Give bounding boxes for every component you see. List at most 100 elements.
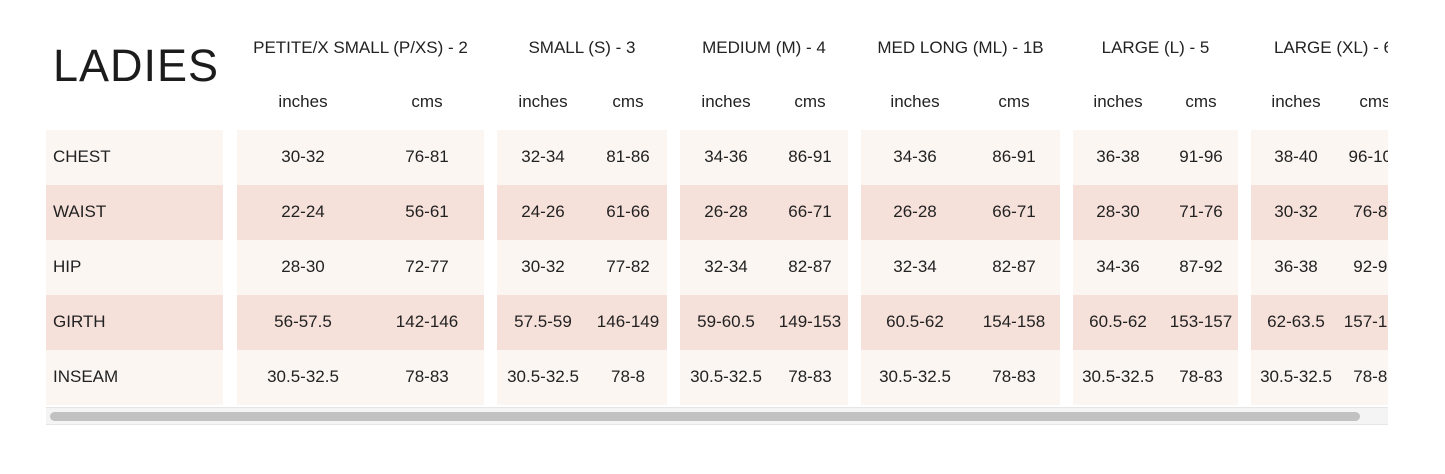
measurement-cell: 87-92 bbox=[1179, 257, 1223, 276]
table-row: 30.5-32.5 78-8 bbox=[497, 350, 667, 405]
measurement-cell: 28-30 bbox=[1096, 202, 1140, 221]
row-label: HIP bbox=[53, 257, 82, 276]
unit-header: cms bbox=[411, 92, 443, 111]
size-group: MEDIUM (M) - 4 inches cms 34-36 86-91 26-28 66… bbox=[680, 0, 848, 474]
table-row: 26-28 66-71 bbox=[680, 185, 848, 240]
table-row: 30.5-32.5 78-83 bbox=[1251, 350, 1388, 405]
measurement-cell: 81-86 bbox=[606, 147, 650, 166]
horizontal-scrollbar[interactable] bbox=[46, 407, 1388, 425]
unit-header: cms bbox=[794, 92, 826, 111]
measurement-cell: 36-38 bbox=[1096, 147, 1140, 166]
measurement-cell: 30-32 bbox=[1274, 202, 1318, 221]
measurement-cell: 22-24 bbox=[281, 202, 325, 221]
unit-header: cms bbox=[1185, 92, 1217, 111]
measurement-cell: 32-34 bbox=[704, 257, 748, 276]
unit-header: inches bbox=[1271, 92, 1321, 111]
scrollbar-thumb[interactable] bbox=[50, 412, 1360, 421]
table-row: 30.5-32.5 78-83 bbox=[680, 350, 848, 405]
measurement-cell: 82-87 bbox=[788, 257, 832, 276]
measurement-cell: 61-66 bbox=[606, 202, 650, 221]
unit-header: cms bbox=[1359, 92, 1388, 111]
measurement-cell: 82-87 bbox=[992, 257, 1036, 276]
size-group: LARGE (XL) - 6 inches cms 38-40 96-101 30-32 7… bbox=[1251, 0, 1388, 474]
label-column: CHEST WAIST HIP GIRTH INSEAM bbox=[46, 0, 223, 474]
table-row: 30.5-32.5 78-83 bbox=[861, 350, 1060, 405]
measurement-cell: 78-83 bbox=[1353, 367, 1388, 386]
table-row: CHEST bbox=[46, 130, 223, 185]
measurement-cell: 30.5-32.5 bbox=[1082, 367, 1154, 386]
measurement-cell: 32-34 bbox=[521, 147, 565, 166]
measurement-cell: 78-83 bbox=[405, 367, 449, 386]
table-row: 60.5-62 153-157 bbox=[1073, 295, 1238, 350]
table-row: 56-57.5 142-146 bbox=[237, 295, 484, 350]
measurement-cell: 26-28 bbox=[704, 202, 748, 221]
table-row: WAIST bbox=[46, 185, 223, 240]
table-row: 30.5-32.5 78-83 bbox=[237, 350, 484, 405]
measurement-cell: 92-97 bbox=[1353, 257, 1388, 276]
table-row: 57.5-59 146-149 bbox=[497, 295, 667, 350]
measurement-cell: 142-146 bbox=[395, 312, 459, 331]
table-row: 38-40 96-101 bbox=[1251, 130, 1388, 185]
measurement-cell: 57.5-59 bbox=[514, 312, 572, 331]
size-heading: MED LONG (ML) - 1B bbox=[877, 38, 1044, 57]
measurement-cell: 146-149 bbox=[596, 312, 660, 331]
measurement-cell: 30.5-32.5 bbox=[879, 367, 951, 386]
measurement-cell: 86-91 bbox=[992, 147, 1036, 166]
size-heading: LARGE (L) - 5 bbox=[1101, 38, 1210, 57]
table-row: 36-38 92-97 bbox=[1251, 240, 1388, 295]
table-row: 22-24 56-61 bbox=[237, 185, 484, 240]
unit-header: cms bbox=[612, 92, 644, 111]
measurement-cell: 38-40 bbox=[1274, 147, 1318, 166]
measurement-cell: 78-83 bbox=[992, 367, 1036, 386]
measurement-cell: 76-81 bbox=[1353, 202, 1388, 221]
unit-header: inches bbox=[701, 92, 751, 111]
measurement-cell: 59-60.5 bbox=[697, 312, 755, 331]
unit-header: inches bbox=[1093, 92, 1143, 111]
measurement-cell: 72-77 bbox=[405, 257, 449, 276]
measurement-cell: 154-158 bbox=[982, 312, 1046, 331]
measurement-cell: 78-83 bbox=[788, 367, 832, 386]
table-row: 34-36 86-91 bbox=[680, 130, 848, 185]
size-heading: MEDIUM (M) - 4 bbox=[702, 38, 826, 57]
measurement-cell: 26-28 bbox=[893, 202, 937, 221]
measurement-cell: 34-36 bbox=[704, 147, 748, 166]
table-row: 34-36 87-92 bbox=[1073, 240, 1238, 295]
row-label: CHEST bbox=[53, 147, 111, 166]
row-label: WAIST bbox=[53, 202, 107, 221]
measurement-cell: 60.5-62 bbox=[886, 312, 944, 331]
size-heading: LARGE (XL) - 6 bbox=[1273, 38, 1388, 57]
measurement-cell: 91-96 bbox=[1179, 147, 1223, 166]
measurement-cell: 32-34 bbox=[893, 257, 937, 276]
measurement-cell: 76-81 bbox=[405, 147, 449, 166]
measurement-cell: 56-57.5 bbox=[274, 312, 332, 331]
measurement-cell: 30.5-32.5 bbox=[507, 367, 579, 386]
measurement-cell: 157-160 bbox=[1343, 312, 1388, 331]
measurement-cell: 34-36 bbox=[1096, 257, 1140, 276]
measurement-cell: 30-32 bbox=[521, 257, 565, 276]
size-chart-table: CHEST WAIST HIP GIRTH INSEAM PETITE/X SMALL (… bbox=[46, 0, 1388, 474]
measurement-cell: 30.5-32.5 bbox=[1260, 367, 1332, 386]
table-row: 28-30 72-77 bbox=[237, 240, 484, 295]
measurement-cell: 71-76 bbox=[1179, 202, 1223, 221]
table-row: 28-30 71-76 bbox=[1073, 185, 1238, 240]
table-row: HIP bbox=[46, 240, 223, 295]
table-row: GIRTH bbox=[46, 295, 223, 350]
table-row: 30-32 77-82 bbox=[497, 240, 667, 295]
table-row: 32-34 82-87 bbox=[680, 240, 848, 295]
table-row: 30.5-32.5 78-83 bbox=[1073, 350, 1238, 405]
measurement-cell: 153-157 bbox=[1169, 312, 1233, 331]
measurement-cell: 77-82 bbox=[606, 257, 650, 276]
table-row: 32-34 82-87 bbox=[861, 240, 1060, 295]
measurement-cell: 66-71 bbox=[788, 202, 832, 221]
table-row: 36-38 91-96 bbox=[1073, 130, 1238, 185]
measurement-cell: 60.5-62 bbox=[1089, 312, 1147, 331]
measurement-cell: 36-38 bbox=[1274, 257, 1318, 276]
page-title: LADIES bbox=[53, 40, 220, 91]
measurement-cell: 28-30 bbox=[281, 257, 325, 276]
unit-header: cms bbox=[998, 92, 1030, 111]
measurement-cell: 66-71 bbox=[992, 202, 1036, 221]
table-row: 30-32 76-81 bbox=[1251, 185, 1388, 240]
measurement-cell: 24-26 bbox=[521, 202, 565, 221]
table-row: 32-34 81-86 bbox=[497, 130, 667, 185]
row-label: GIRTH bbox=[53, 312, 106, 331]
